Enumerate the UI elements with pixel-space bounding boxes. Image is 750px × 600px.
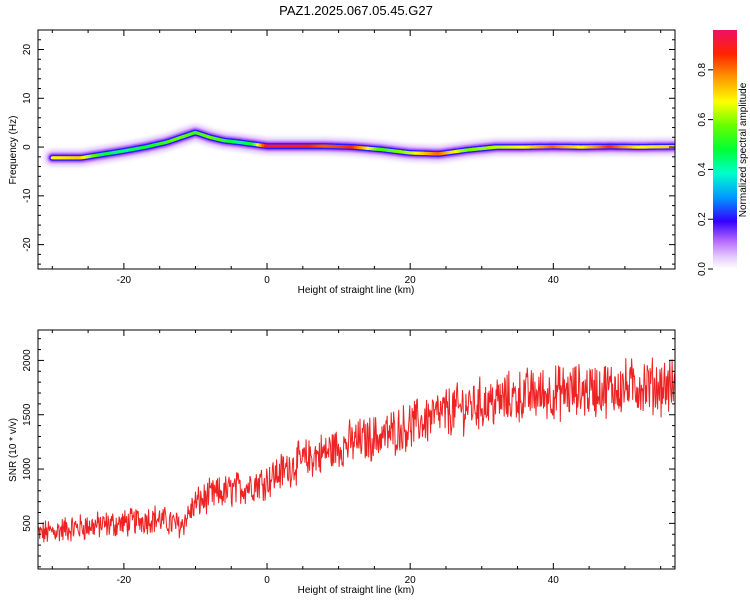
spectrogram-panel: -20 0 20 40 -20 -10 0 10 20 Height of straight … <box>8 29 676 296</box>
colorbar-gradient <box>713 30 737 269</box>
y-tick-label: -20 <box>22 237 33 252</box>
y-tick-label: 1500 <box>22 403 33 426</box>
y-tick-label: 1000 <box>22 457 33 480</box>
x-tick-label: 20 <box>405 575 417 586</box>
spectrogram-y-ticks: -20 -10 0 10 20 <box>22 29 675 265</box>
colorbar: 0.0 0.2 0.4 0.6 0.8 Normalized spectral ampl… <box>697 30 749 276</box>
y-tick-label: 0 <box>22 144 33 150</box>
snr-plot-area <box>38 357 675 543</box>
snr-frame <box>37 329 676 570</box>
snr-x-ticks: -20 0 20 40 <box>51 330 662 586</box>
spectrogram-plot-area <box>44 124 675 166</box>
snr-y-axis-label: SNR (10 * v/v) <box>8 418 19 482</box>
y-tick-label: 10 <box>22 92 33 104</box>
colorbar-tick-label: 0.8 <box>697 62 708 76</box>
snr-x-axis-label: Height of straight line (km) <box>298 585 415 596</box>
colorbar-tick-label: 0.0 <box>697 262 708 276</box>
spectrogram-x-ticks: -20 0 20 40 <box>51 30 662 286</box>
y-tick-label: 20 <box>22 44 33 56</box>
colorbar-tick-label: 0.4 <box>697 162 708 176</box>
snr-panel: -20 0 20 40 500 1000 1500 2000 Height of strai… <box>8 329 676 596</box>
colorbar-label: Normalized spectral amplitude <box>738 82 749 217</box>
colorbar-tick-label: 0.6 <box>697 112 708 126</box>
x-tick-label: -20 <box>117 575 132 586</box>
y-tick-label: 500 <box>22 515 33 532</box>
x-tick-label: 40 <box>548 575 560 586</box>
spectrogram-y-axis-label: Frequency (Hz) <box>8 116 19 185</box>
spectrogram-frame <box>37 29 676 270</box>
x-tick-label: 0 <box>264 275 270 286</box>
x-tick-label: -20 <box>117 275 132 286</box>
snr-line <box>38 357 675 543</box>
x-tick-label: 40 <box>548 275 560 286</box>
snr-y-ticks: 500 1000 1500 2000 <box>22 338 675 568</box>
y-tick-label: -10 <box>22 188 33 203</box>
x-tick-label: 20 <box>405 275 417 286</box>
spectrogram-x-axis-label: Height of straight line (km) <box>298 285 415 296</box>
colorbar-tick-label: 0.2 <box>697 212 708 226</box>
figure-title: PAZ1.2025.067.05.45.G27 <box>279 3 433 18</box>
y-tick-label: 2000 <box>22 349 33 372</box>
x-tick-label: 0 <box>264 575 270 586</box>
colorbar-ticks: 0.0 0.2 0.4 0.6 0.8 <box>697 62 713 276</box>
